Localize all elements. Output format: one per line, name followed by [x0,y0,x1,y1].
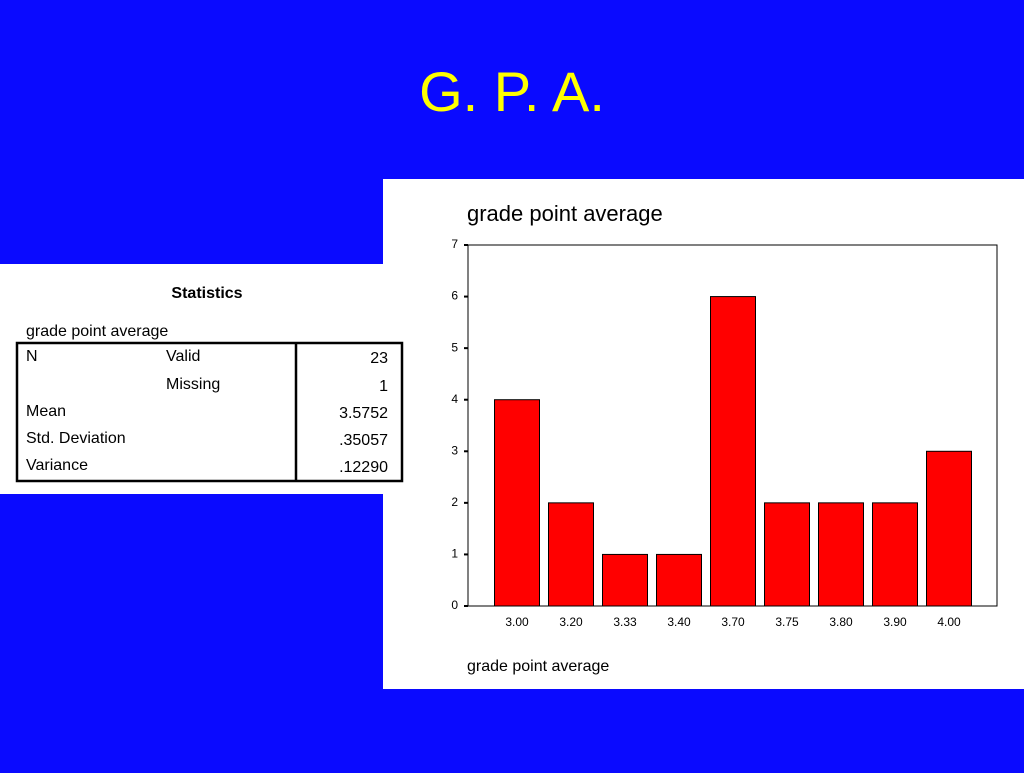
row-sublabel: Missing [166,376,220,393]
chart-title: grade point average [467,201,663,226]
bar [602,553,648,607]
row-value: 3.5752 [339,405,388,422]
bar [764,502,810,607]
row-value: .12290 [339,459,388,476]
table-border [15,341,404,483]
slide-title: G. P. A. [419,60,605,123]
x-tick-label: 3.80 [829,615,853,629]
x-tick-label: 3.20 [559,615,583,629]
row-label: Std. Deviation [26,430,126,447]
bar [710,296,756,607]
y-tick-label: 2 [451,495,458,509]
row-value: .35057 [339,432,388,449]
x-axis-label: grade point average [467,658,609,675]
row-value: 23 [370,350,388,367]
table-subtitle: grade point average [26,323,168,340]
bar [818,502,864,607]
x-tick-label: 4.00 [937,615,961,629]
y-tick-label: 3 [451,443,458,457]
row-label: Variance [26,457,88,474]
x-tick-label: 3.70 [721,615,745,629]
bar [872,502,918,607]
row-label: Mean [26,403,66,420]
x-tick-label: 3.00 [505,615,529,629]
row-label: N [26,348,38,365]
x-tick-label: 3.40 [667,615,691,629]
table-title: Statistics [171,285,242,302]
y-tick-label: 6 [451,289,458,303]
bar [494,399,540,607]
x-tick-label: 3.75 [775,615,799,629]
x-tick-label: 3.33 [613,615,637,629]
y-tick-label: 5 [451,340,458,354]
row-value: 1 [379,378,388,395]
table-panel [0,264,410,494]
y-tick-label: 0 [451,598,458,612]
bar [656,553,702,607]
y-tick-label: 7 [451,237,458,251]
bar [548,502,594,607]
y-tick-label: 4 [451,392,458,406]
y-tick-label: 1 [451,547,458,561]
row-sublabel: Valid [166,348,200,365]
bar [926,450,972,607]
x-tick-label: 3.90 [883,615,907,629]
chart-panel [383,179,1024,689]
